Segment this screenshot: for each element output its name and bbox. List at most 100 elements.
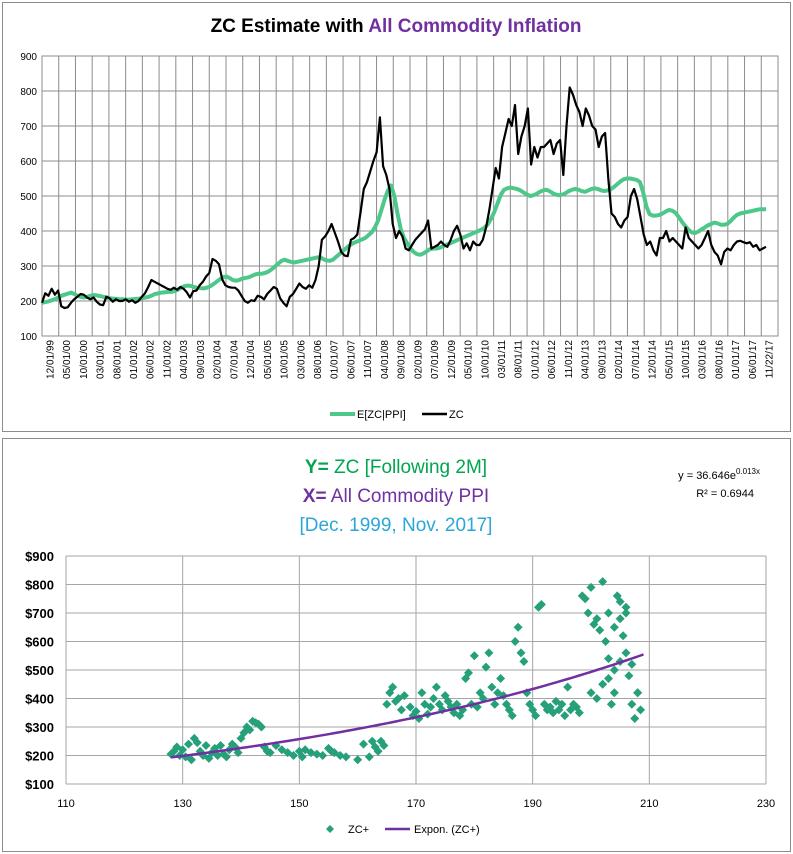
legend-label: ZC+ [348, 824, 369, 836]
line-y-tick-label: 700 [20, 122, 37, 133]
scatter-point [513, 622, 523, 632]
legend-marker-swatch [326, 825, 334, 833]
scatter-point [373, 746, 383, 756]
line-x-tick-label: 11/01/12 [564, 340, 575, 379]
scatter-y-tick-label: $100 [25, 777, 54, 792]
line-x-tick-label: 07/01/09 [430, 340, 441, 379]
line-x-tick-label: 07/01/04 [229, 340, 240, 379]
scatter-point [396, 705, 406, 715]
scatter-point [429, 694, 438, 703]
scatter-point [604, 608, 613, 618]
scatter-point [560, 711, 570, 721]
line-x-tick-label: 08/01/06 [313, 340, 324, 379]
scatter-point [604, 654, 613, 664]
scatter-point [245, 725, 255, 735]
scatter-point [557, 699, 567, 709]
line-x-tick-label: 02/01/04 [213, 340, 224, 379]
scatter-y-tick-label: $300 [25, 720, 54, 735]
line-x-tick-label: 04/01/13 [581, 340, 592, 379]
scatter-point [621, 648, 631, 658]
scatter-point [536, 599, 546, 609]
bottom-chart-panel [2, 438, 791, 852]
scatter-y-tick-label: $200 [25, 749, 54, 764]
scatter-title-line2: X= All Commodity PPI [303, 486, 489, 507]
scatter-point [615, 614, 625, 624]
series-estimate-line [41, 176, 766, 305]
scatter-point [604, 674, 613, 684]
scatter-point [216, 741, 226, 751]
line-x-tick-label: 02/01/14 [614, 340, 625, 379]
line-x-tick-label: 01/01/07 [330, 340, 341, 379]
scatter-y-tick-label: $700 [25, 606, 54, 621]
scatter-point [627, 659, 637, 669]
line-x-tick-label: 06/01/02 [146, 340, 157, 379]
scatter-point [580, 594, 590, 604]
scatter-point [318, 751, 328, 760]
line-x-tick-label: 08/01/11 [514, 340, 525, 379]
line-x-tick-label: 01/01/02 [129, 340, 140, 379]
line-y-tick-label: 900 [20, 52, 37, 63]
line-x-tick-label: 11/22/17 [765, 340, 776, 379]
line-x-tick-label: 04/01/08 [380, 340, 391, 379]
scatter-point [184, 739, 193, 749]
scatter-point [490, 699, 500, 709]
scatter-point [519, 656, 529, 666]
scatter-x-tick-label: 110 [57, 798, 75, 810]
trendline-r-squared: R² = 0.6944 [696, 488, 754, 500]
line-x-tick-label: 08/01/01 [112, 340, 123, 379]
line-x-tick-label: 10/01/10 [480, 340, 491, 379]
line-y-tick-label: 200 [20, 297, 37, 308]
scatter-point [221, 752, 231, 762]
scatter-point [609, 665, 619, 675]
scatter-x-tick-label: 150 [290, 798, 308, 810]
line-y-tick-label: 300 [20, 262, 37, 273]
scatter-point [633, 688, 643, 698]
scatter-point [595, 625, 605, 635]
line-x-tick-label: 12/01/04 [246, 340, 257, 379]
line-y-tick-label: 600 [20, 157, 37, 168]
scatter-point [621, 602, 631, 612]
line-x-tick-label: 05/01/00 [62, 340, 73, 379]
scatter-point [630, 713, 640, 723]
line-x-tick-label: 10/01/05 [280, 340, 291, 379]
line-x-tick-label: 06/01/12 [547, 340, 558, 379]
scatter-point [609, 622, 619, 632]
scatter-title-line2-prefix: X= [303, 486, 327, 507]
scatter-point [379, 741, 389, 751]
scatter-y-tick-label: $900 [25, 549, 54, 564]
scatter-point [586, 582, 596, 592]
scatter-point [186, 755, 196, 765]
scatter-x-tick-label: 230 [757, 798, 775, 810]
line-x-tick-label: 05/01/15 [664, 340, 675, 379]
scatter-point [636, 705, 646, 715]
line-y-tick-label: 400 [20, 227, 37, 238]
series-zc-line [40, 86, 767, 310]
scatter-point [592, 694, 602, 703]
line-y-tick-label: 500 [20, 192, 37, 203]
scatter-title-line1-rest: ZC [Following 2M] [329, 457, 487, 478]
scatter-point [586, 688, 596, 698]
scatter-point [431, 682, 441, 692]
line-y-tick-label: 800 [20, 87, 37, 98]
scatter-point [531, 711, 541, 721]
scatter-point [192, 738, 202, 748]
scatter-point [598, 577, 608, 587]
line-x-tick-label: 12/01/09 [447, 340, 458, 379]
line-x-tick-label: 03/01/16 [698, 340, 709, 379]
scatter-point [417, 688, 427, 698]
line-x-tick-label: 12/01/99 [45, 340, 56, 379]
scatter-point [507, 711, 517, 721]
scatter-title-line1-prefix: Y= [305, 457, 329, 478]
line-x-tick-label: 11/01/07 [363, 340, 374, 379]
line-x-tick-label: 06/01/07 [346, 340, 357, 379]
line-x-tick-label: 02/01/09 [413, 340, 424, 379]
scatter-point [510, 637, 520, 646]
scatter-point [624, 671, 634, 681]
line-y-tick-label: 100 [20, 332, 37, 343]
scatter-y-tick-label: $800 [25, 578, 54, 593]
trendline-equation-exponent: 0.013x [736, 467, 760, 476]
line-chart-title-part1: ZC Estimate with [211, 16, 369, 37]
exponential-trendline [170, 653, 644, 759]
